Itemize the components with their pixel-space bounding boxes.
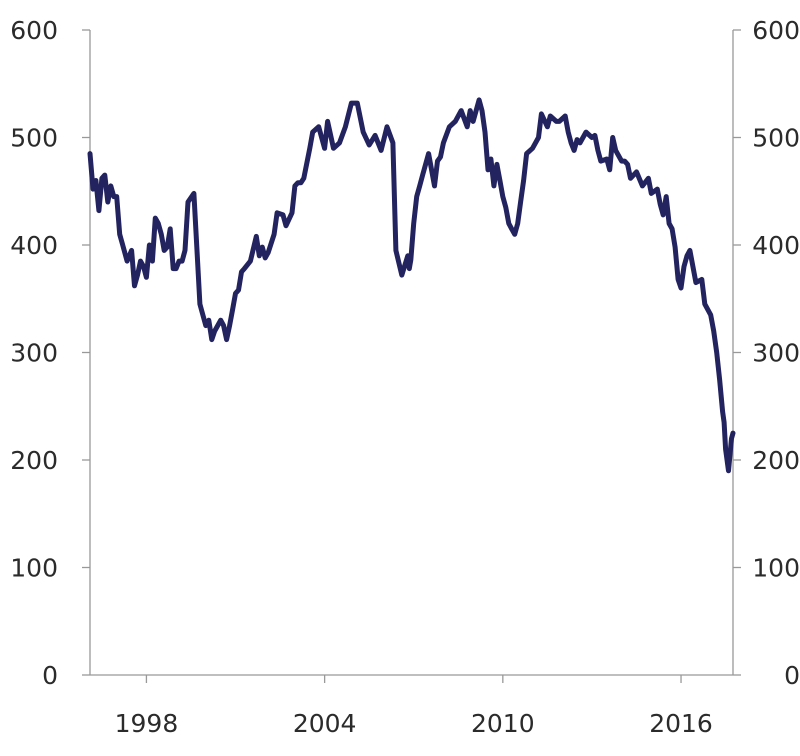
left-y-tick-label: 600 bbox=[10, 16, 58, 45]
x-tick-label: 2010 bbox=[471, 709, 535, 738]
x-axis-ticks bbox=[145, 675, 682, 683]
series-line bbox=[87, 97, 736, 474]
left-y-tick-label: 400 bbox=[10, 231, 58, 260]
left-y-axis-ticks bbox=[82, 29, 90, 676]
right-y-tick-label: 400 bbox=[752, 231, 800, 260]
right-y-tick-label: 0 bbox=[784, 661, 800, 690]
left-y-tick-label: 500 bbox=[10, 124, 58, 153]
left-y-tick-label: 300 bbox=[10, 339, 58, 368]
tick-labels: 0 0 100 100 200 200 300 300 400 400 500 500 600 600 19… bbox=[10, 16, 800, 738]
right-y-tick-label: 100 bbox=[752, 554, 800, 583]
right-y-tick-label: 200 bbox=[752, 446, 800, 475]
left-y-tick-label: 100 bbox=[10, 554, 58, 583]
right-y-tick-label: 600 bbox=[752, 16, 800, 45]
right-y-tick-label: 500 bbox=[752, 124, 800, 153]
x-tick-label: 1998 bbox=[115, 709, 179, 738]
x-tick-label: 2004 bbox=[293, 709, 357, 738]
right-y-axis-ticks bbox=[733, 29, 741, 676]
left-y-tick-label: 200 bbox=[10, 446, 58, 475]
x-tick-label: 2016 bbox=[649, 709, 713, 738]
right-y-tick-label: 300 bbox=[752, 339, 800, 368]
left-y-tick-label: 0 bbox=[42, 661, 58, 690]
